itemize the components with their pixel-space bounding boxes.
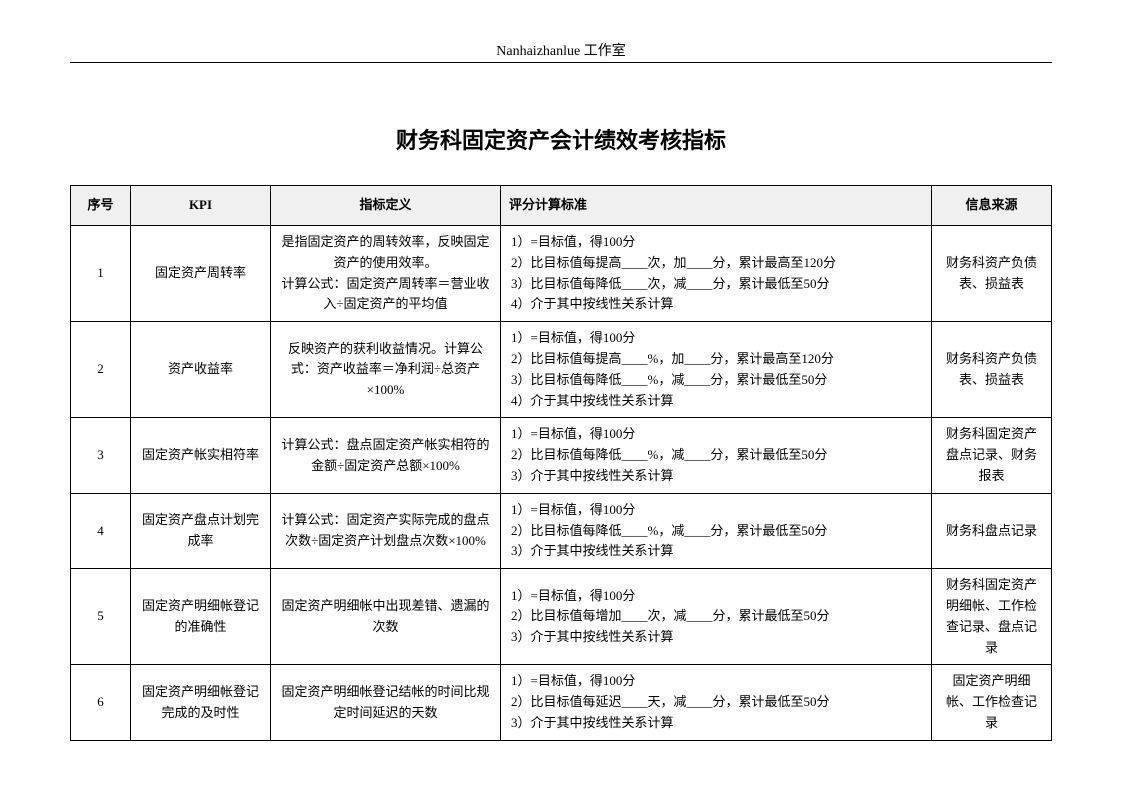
cell-src: 财务科固定资产盘点记录、财务报表 bbox=[932, 418, 1052, 493]
cell-def: 是指固定资产的周转效率，反映固定资产的使用效率。 计算公式：固定资产周转率＝营业… bbox=[271, 226, 501, 322]
th-std: 评分计算标准 bbox=[501, 186, 932, 226]
cell-src: 财务科盘点记录 bbox=[932, 493, 1052, 568]
cell-kpi: 固定资产帐实相符率 bbox=[131, 418, 271, 493]
cell-std: 1）=目标值，得100分 2）比目标值每增加____次，减____分，累计最低至… bbox=[501, 569, 932, 665]
kpi-table: 序号 KPI 指标定义 评分计算标准 信息来源 1固定资产周转率是指固定资产的周… bbox=[70, 185, 1052, 741]
table-row: 3固定资产帐实相符率计算公式：盘点固定资产帐实相符的金额÷固定资产总额×100%… bbox=[71, 418, 1052, 493]
table-row: 6固定资产明细帐登记完成的及时性固定资产明细帐登记结帐的时间比规定时间延迟的天数… bbox=[71, 665, 1052, 740]
cell-src: 固定资产明细帐、工作检查记录 bbox=[932, 665, 1052, 740]
th-src: 信息来源 bbox=[932, 186, 1052, 226]
page-header: Nanhaizhanlue 工作室 bbox=[70, 40, 1052, 63]
table-row: 2资产收益率反映资产的获利收益情况。计算公式：资产收益率＝净利润÷总资产×100… bbox=[71, 322, 1052, 418]
cell-def: 计算公式：盘点固定资产帐实相符的金额÷固定资产总额×100% bbox=[271, 418, 501, 493]
cell-std: 1）=目标值，得100分 2）比目标值每延迟____天，减____分，累计最低至… bbox=[501, 665, 932, 740]
table-header-row: 序号 KPI 指标定义 评分计算标准 信息来源 bbox=[71, 186, 1052, 226]
cell-std: 1）=目标值，得100分 2）比目标值每提高____次，加____分，累计最高至… bbox=[501, 226, 932, 322]
cell-src: 财务科资产负债表、损益表 bbox=[932, 226, 1052, 322]
th-kpi: KPI bbox=[131, 186, 271, 226]
cell-def: 计算公式：固定资产实际完成的盘点次数÷固定资产计划盘点次数×100% bbox=[271, 493, 501, 568]
cell-src: 财务科资产负债表、损益表 bbox=[932, 322, 1052, 418]
cell-def: 固定资产明细帐登记结帐的时间比规定时间延迟的天数 bbox=[271, 665, 501, 740]
document-title: 财务科固定资产会计绩效考核指标 bbox=[70, 123, 1052, 155]
cell-seq: 4 bbox=[71, 493, 131, 568]
cell-kpi: 固定资产盘点计划完成率 bbox=[131, 493, 271, 568]
cell-kpi: 固定资产明细帐登记完成的及时性 bbox=[131, 665, 271, 740]
cell-def: 反映资产的获利收益情况。计算公式：资产收益率＝净利润÷总资产×100% bbox=[271, 322, 501, 418]
cell-src: 财务科固定资产明细帐、工作检查记录、盘点记录 bbox=[932, 569, 1052, 665]
table-row: 4固定资产盘点计划完成率计算公式：固定资产实际完成的盘点次数÷固定资产计划盘点次… bbox=[71, 493, 1052, 568]
cell-kpi: 资产收益率 bbox=[131, 322, 271, 418]
cell-seq: 1 bbox=[71, 226, 131, 322]
cell-def: 固定资产明细帐中出现差错、遗漏的次数 bbox=[271, 569, 501, 665]
cell-seq: 5 bbox=[71, 569, 131, 665]
cell-std: 1）=目标值，得100分 2）比目标值每降低____%，减____分，累计最低至… bbox=[501, 493, 932, 568]
th-def: 指标定义 bbox=[271, 186, 501, 226]
cell-kpi: 固定资产周转率 bbox=[131, 226, 271, 322]
th-seq: 序号 bbox=[71, 186, 131, 226]
table-row: 1固定资产周转率是指固定资产的周转效率，反映固定资产的使用效率。 计算公式：固定… bbox=[71, 226, 1052, 322]
cell-seq: 2 bbox=[71, 322, 131, 418]
cell-seq: 3 bbox=[71, 418, 131, 493]
cell-kpi: 固定资产明细帐登记的准确性 bbox=[131, 569, 271, 665]
table-row: 5固定资产明细帐登记的准确性固定资产明细帐中出现差错、遗漏的次数1）=目标值，得… bbox=[71, 569, 1052, 665]
cell-std: 1）=目标值，得100分 2）比目标值每降低____%，减____分，累计最低至… bbox=[501, 418, 932, 493]
cell-std: 1）=目标值，得100分 2）比目标值每提高____%，加____分，累计最高至… bbox=[501, 322, 932, 418]
cell-seq: 6 bbox=[71, 665, 131, 740]
